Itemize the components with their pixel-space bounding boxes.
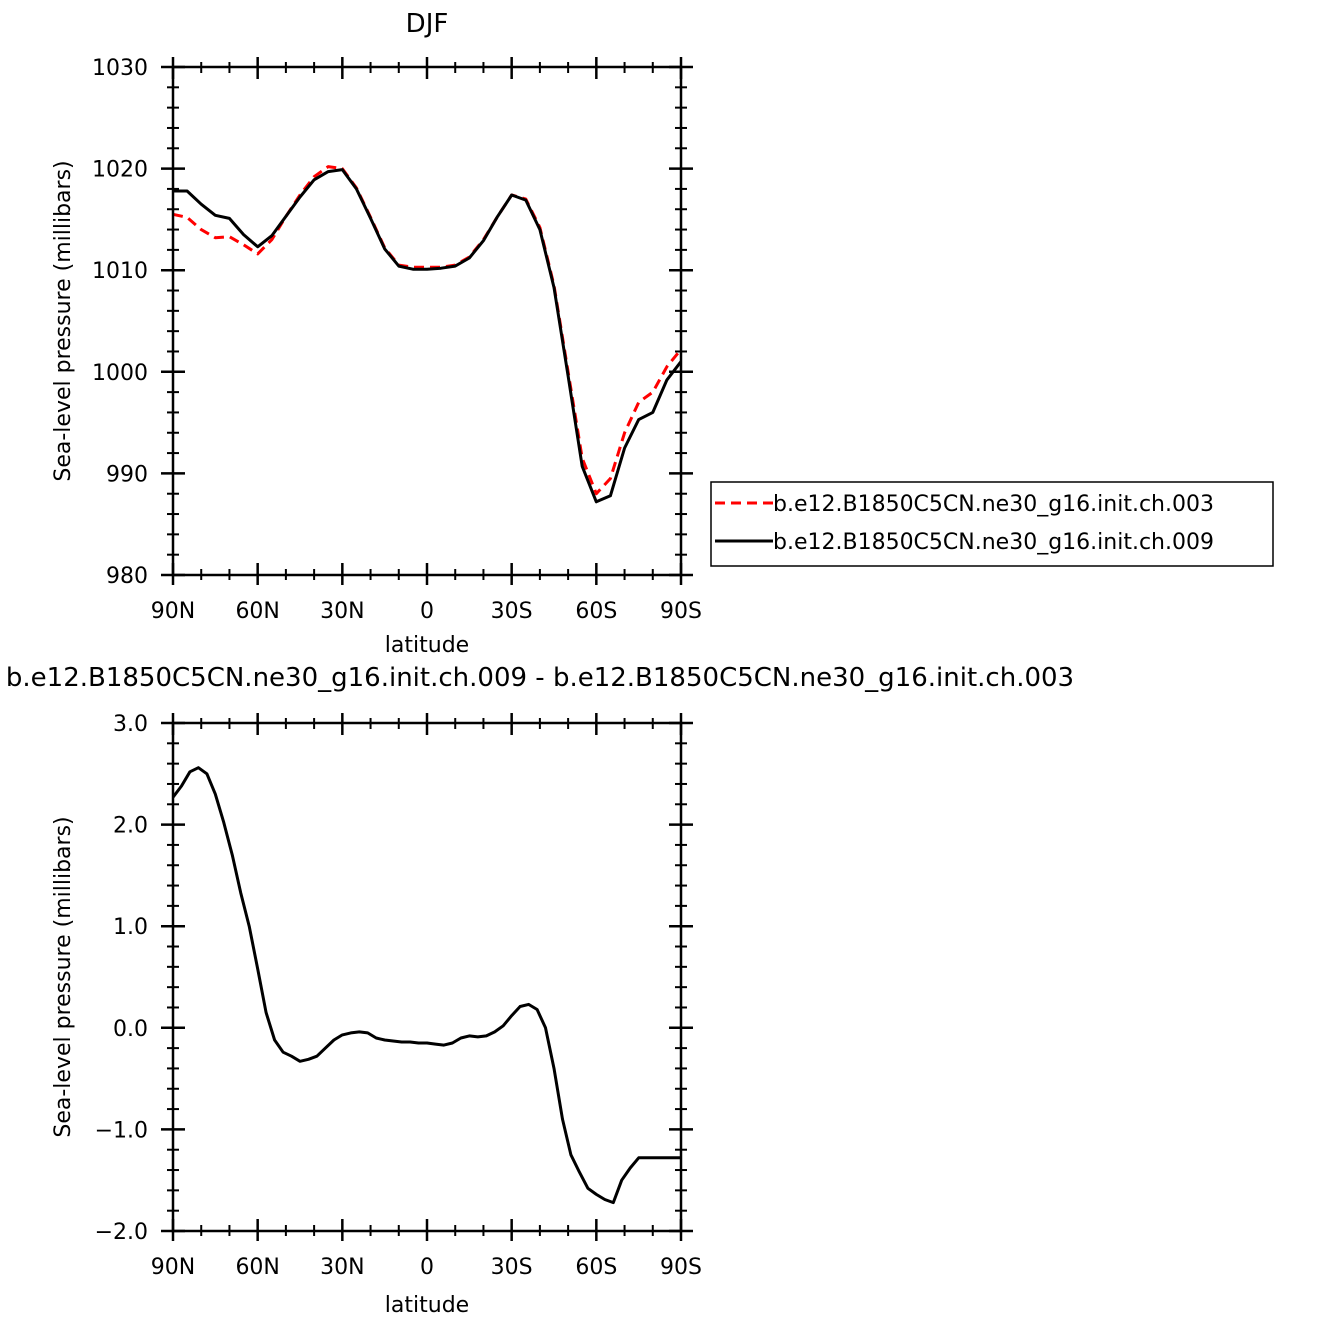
top-panel: DJF 90N 60N 30N 0 30S 60S 90S 980 990 1000 1010 102… xyxy=(51,9,702,658)
top-y-tick-label: 1030 xyxy=(92,56,148,81)
bottom-panel: b.e12.B1850C5CN.ne30_g16.init.ch.009 - b… xyxy=(6,663,1074,1318)
top-series-line-0 xyxy=(173,165,681,496)
top-y-tick-label: 1010 xyxy=(92,259,148,284)
top-y-tick-label: 1020 xyxy=(92,158,148,183)
legend-label-ch009: b.e12.B1850C5CN.ne30_g16.init.ch.009 xyxy=(773,530,1214,555)
bottom-y-tick-label: −2.0 xyxy=(95,1220,148,1245)
top-y-tick-label: 980 xyxy=(106,564,148,589)
top-x-axis-label: latitude xyxy=(385,633,469,658)
bottom-y-axis-label: Sea-level pressure (millibars) xyxy=(51,816,76,1137)
legend-box xyxy=(710,481,1274,567)
legend: b.e12.B1850C5CN.ne30_g16.init.ch.003 b.e… xyxy=(710,481,1274,567)
bottom-y-tick-label: 0.0 xyxy=(113,1017,148,1042)
bottom-y-tick-label: 2.0 xyxy=(113,814,148,839)
top-y-tick-label: 990 xyxy=(106,462,148,487)
top-x-tick-label: 30S xyxy=(491,599,533,624)
top-x-tick-label: 90S xyxy=(660,599,702,624)
bottom-x-tick-label: 60S xyxy=(575,1255,617,1280)
top-chart-title: DJF xyxy=(406,9,449,39)
bottom-x-axis-label: latitude xyxy=(385,1293,469,1318)
legend-label-ch003: b.e12.B1850C5CN.ne30_g16.init.ch.003 xyxy=(773,492,1214,517)
bottom-y-tick-label: −1.0 xyxy=(95,1118,148,1143)
bottom-chart-title: b.e12.B1850C5CN.ne30_g16.init.ch.009 - b… xyxy=(6,663,1074,693)
bottom-x-tick-label: 0 xyxy=(420,1255,434,1280)
top-x-tick-label: 60S xyxy=(575,599,617,624)
bottom-y-tick-label: 1.0 xyxy=(113,915,148,940)
top-y-tick-label: 1000 xyxy=(92,361,148,386)
top-x-tick-label: 0 xyxy=(420,599,434,624)
bottom-x-tick-label: 90N xyxy=(151,1255,195,1280)
bottom-x-tick-label: 60N xyxy=(235,1255,279,1280)
bottom-x-tick-label: 30S xyxy=(491,1255,533,1280)
bottom-plot-frame xyxy=(171,721,683,1233)
top-x-tick-label: 30N xyxy=(320,599,364,624)
top-series-line-1 xyxy=(173,168,681,504)
top-x-tick-label: 60N xyxy=(235,599,279,624)
top-plot-area: 90N 60N 30N 0 30S 60S 90S 980 990 1000 1010 1020 103… xyxy=(92,56,702,624)
bottom-y-tick-label: 3.0 xyxy=(113,712,148,737)
bottom-series-line-0 xyxy=(173,766,681,1205)
bottom-plot-area: 90N 60N 30N 0 30S 60S 90S −2.0 −1.0 0.0 1.0 2.0 3.0 xyxy=(95,712,702,1280)
top-x-tick-label: 90N xyxy=(151,599,195,624)
top-y-axis-label: Sea-level pressure (millibars) xyxy=(51,160,76,481)
bottom-x-tick-label: 90S xyxy=(660,1255,702,1280)
bottom-x-tick-label: 30N xyxy=(320,1255,364,1280)
